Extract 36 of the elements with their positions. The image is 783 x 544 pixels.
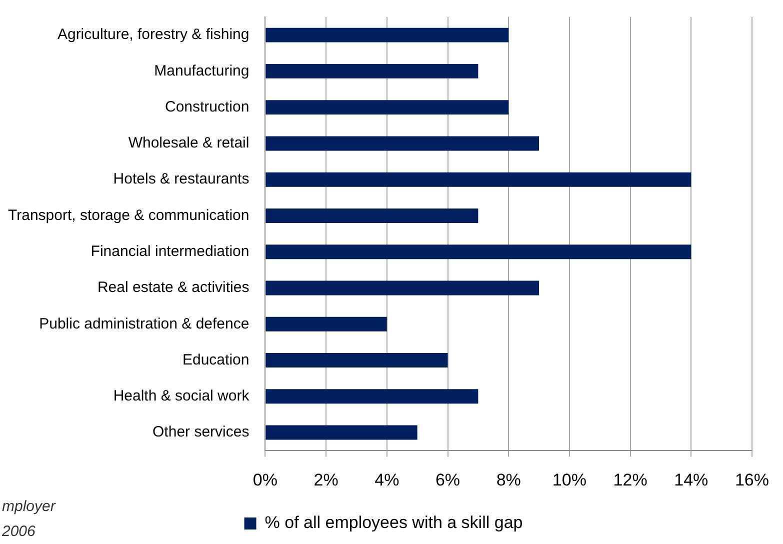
text: 2006	[2, 523, 36, 540]
y-tick-label: Public administration & defence	[39, 315, 250, 332]
bar	[266, 353, 448, 368]
bar	[266, 425, 418, 440]
legend-label: % of all employees with a skill gap	[264, 513, 523, 532]
y-tick-label: Construction	[164, 98, 250, 116]
x-tick-label: 10%	[552, 470, 586, 490]
y-tick-label: Transport, storage & communication	[8, 206, 250, 224]
bar	[266, 244, 692, 260]
bar	[266, 280, 540, 296]
y-tick-label: Manufacturing	[154, 62, 250, 80]
y-tick-label: Agriculture, forestry & fishing	[57, 26, 250, 44]
bar	[266, 389, 478, 404]
y-tick-label: Financial intermediation	[90, 243, 250, 260]
bar	[266, 316, 387, 332]
bar	[266, 172, 692, 187]
y-tick-label: Health & social work	[113, 388, 250, 405]
text: mployer	[2, 498, 56, 515]
x-tick-label: 6%	[435, 470, 460, 490]
x-tick-label: 4%	[374, 470, 400, 490]
x-tick-label: 12%	[613, 470, 648, 490]
x-tick-label: 0%	[252, 470, 278, 490]
y-tick-label: Other services	[152, 424, 250, 441]
bar	[266, 208, 478, 223]
y-tick-label: Real estate & activities	[97, 279, 250, 296]
bar	[266, 100, 509, 115]
y-tick-label: Wholesale & retail	[128, 134, 250, 152]
x-tick-label: 14%	[674, 470, 708, 490]
y-tick-label: Education	[182, 351, 250, 368]
x-tick-label: 8%	[496, 470, 521, 490]
bar	[266, 28, 509, 42]
x-tick-label: 16%	[734, 470, 770, 490]
bar	[266, 136, 540, 151]
x-tick-label: 2%	[314, 470, 338, 490]
bar	[266, 64, 478, 78]
y-tick-label: Hotels & restaurants	[113, 170, 250, 188]
